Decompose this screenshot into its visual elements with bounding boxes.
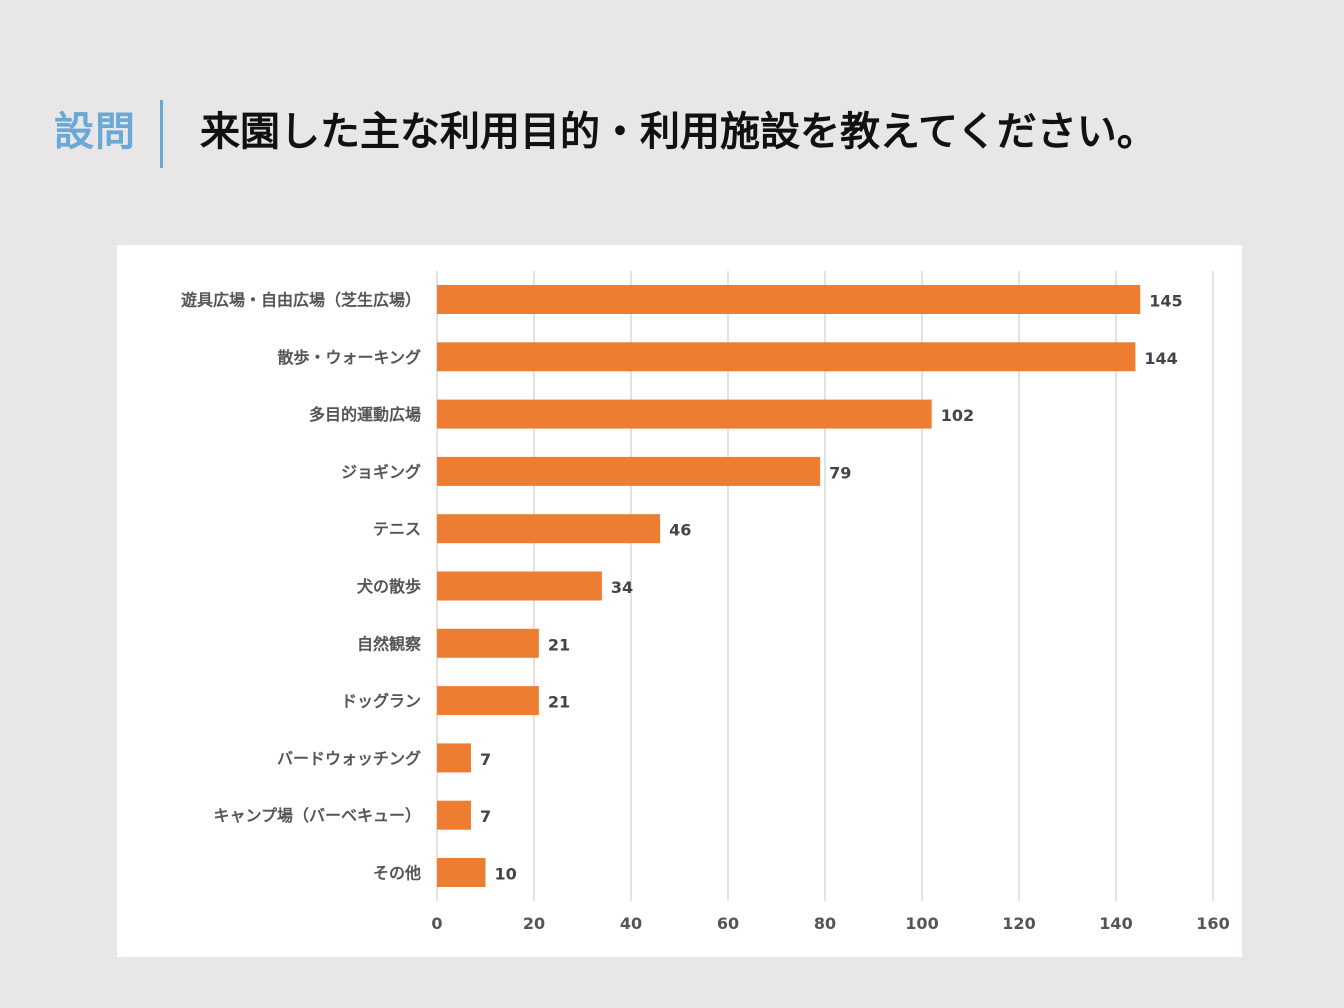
bar [437,800,471,830]
category-label: キャンプ場（バーベキュー） [213,806,421,825]
x-tick-label: 0 [431,914,442,933]
value-label: 144 [1144,349,1177,368]
bar [437,858,486,887]
value-label: 46 [669,521,691,540]
category-label: バードウォッチング [277,749,421,768]
question-text: 来園した主な利用目的・利用施設を教えてください。 [200,109,1157,155]
bar [437,743,471,773]
x-tick-label: 40 [620,914,642,933]
bar [437,399,932,429]
category-label: テニス [373,520,421,539]
value-label: 34 [611,578,633,597]
bar [437,628,539,658]
bar [437,342,1136,372]
category-label: その他 [373,864,421,883]
question-label: 設問 [54,109,136,155]
category-label: 犬の散歩 [357,577,421,596]
value-label: 21 [548,693,570,712]
x-tick-label: 120 [1002,914,1035,933]
x-tick-label: 160 [1196,914,1229,933]
category-label: 遊具広場・自由広場（芝生広場） [181,291,421,310]
bar-chart: 0 20 40 60 80 100 120 140 160 遊具広場・自由広場（芝生広場） 145 散… [181,271,1230,933]
bar [437,514,661,544]
x-tick-label: 60 [717,914,739,933]
category-label: 自然観察 [357,634,422,653]
x-tick-label: 20 [523,914,545,933]
category-label: 多目的運動広場 [309,405,421,424]
chart-panel: 0 20 40 60 80 100 120 140 160 遊具広場・自由広場（芝生広場） 145 散… [117,245,1242,957]
x-tick-label: 100 [905,914,938,933]
category-label: ジョギング [341,462,421,481]
bar [437,686,539,716]
x-tick-label: 80 [814,914,836,933]
header-divider [160,100,163,168]
value-label: 21 [548,635,570,654]
value-label: 7 [480,807,491,826]
value-label: 79 [829,463,851,482]
x-tick-label: 140 [1099,914,1132,933]
bar [437,285,1141,314]
value-label: 7 [480,750,491,769]
question-header: 設問 来園した主な利用目的・利用施設を教えてください。 [0,96,1344,172]
value-label: 10 [495,865,517,884]
category-label: ドッグラン [341,692,421,711]
bar [437,456,821,486]
category-label: 散歩・ウォーキング [277,348,421,367]
bar [437,571,602,601]
value-label: 102 [941,406,974,425]
value-label: 145 [1149,292,1182,311]
